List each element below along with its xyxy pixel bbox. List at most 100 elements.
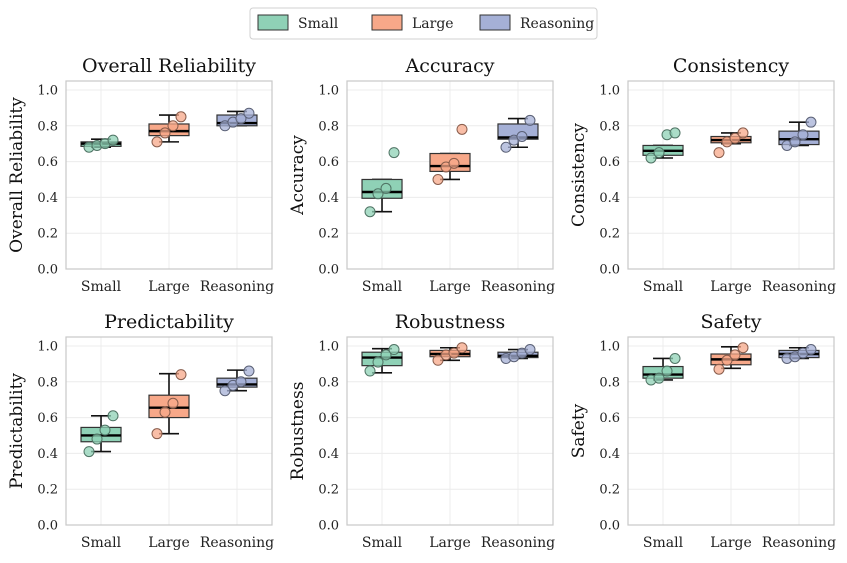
data-point	[797, 129, 809, 141]
legend-swatch	[371, 14, 403, 31]
data-point	[219, 385, 231, 397]
legend-swatch	[257, 14, 289, 31]
box-large	[710, 127, 752, 159]
legend-label: Small	[298, 16, 339, 32]
data-point	[99, 424, 111, 436]
y-tick-label: 0.6	[318, 155, 339, 170]
data-point	[669, 127, 681, 139]
plot-frame	[65, 80, 273, 270]
panel-accuracy: Accuracy Accuracy 0.0 0.2 0.4 0.6 0.8 1.0 Small L…	[288, 55, 555, 295]
data-point	[107, 410, 119, 422]
x-tick-label: Reasoning	[200, 535, 274, 551]
x-tick-label: Reasoning	[481, 279, 555, 295]
legend: Small Large Reasoning	[249, 7, 598, 40]
plot-frame	[65, 336, 273, 526]
panel-title: Safety	[701, 311, 762, 333]
data-point	[729, 132, 741, 144]
plot-frame	[346, 336, 554, 526]
y-tick-label: 0.2	[599, 483, 620, 498]
y-tick-label: 0.4	[599, 447, 620, 462]
data-point	[456, 123, 468, 135]
data-point	[107, 134, 119, 146]
plot-frame	[346, 80, 554, 270]
y-axis-label: Safety	[569, 403, 589, 458]
data-point	[645, 152, 657, 164]
x-tick-label: Small	[81, 279, 122, 295]
data-point	[364, 206, 376, 218]
y-tick-label: 1.0	[599, 339, 620, 354]
data-point	[432, 354, 444, 366]
data-point	[456, 342, 468, 354]
data-point	[380, 349, 392, 361]
x-tick-label: Large	[710, 279, 752, 295]
x-tick-label: Reasoning	[762, 279, 836, 295]
data-point	[83, 446, 95, 458]
box-small	[642, 127, 684, 164]
legend-item-large: Large	[371, 14, 454, 32]
y-axis-label: Overall Reliability	[7, 97, 27, 253]
y-tick-label: 1.0	[37, 339, 58, 354]
panel-title: Accuracy	[404, 55, 494, 77]
box-small	[80, 134, 122, 153]
data-point	[388, 344, 400, 356]
data-point	[175, 369, 187, 381]
data-point	[159, 406, 171, 418]
legend-swatch	[479, 14, 511, 31]
y-axis-label: Predictability	[7, 373, 27, 489]
box-small	[361, 147, 403, 218]
y-tick-label: 0.4	[37, 447, 58, 462]
y-tick-label: 0.2	[37, 227, 58, 242]
data-point	[805, 344, 817, 356]
panel-title: Consistency	[673, 55, 790, 77]
panel-title: Robustness	[395, 311, 506, 333]
data-point	[372, 356, 384, 368]
data-point	[235, 376, 247, 388]
y-tick-label: 0.8	[318, 375, 339, 390]
data-point	[159, 127, 171, 139]
y-tick-label: 0.6	[599, 155, 620, 170]
data-point	[721, 354, 733, 366]
y-tick-label: 0.0	[37, 519, 58, 534]
panel-predictability: Predictability Predictability 0.0 0.2 0.4 0.6…	[7, 311, 274, 551]
box-small	[80, 410, 122, 458]
y-tick-label: 1.0	[37, 83, 58, 98]
y-tick-label: 1.0	[318, 339, 339, 354]
y-axis-label: Consistency	[569, 123, 589, 227]
panel-overall-reliability: Overall Reliability Overall Reliability 0.…	[7, 55, 274, 295]
box-large	[429, 342, 471, 366]
data-point	[737, 342, 749, 354]
data-point	[661, 365, 673, 377]
data-point	[737, 127, 749, 139]
x-tick-label: Large	[148, 535, 190, 551]
data-point	[151, 428, 163, 440]
data-point	[713, 363, 725, 375]
data-point	[364, 365, 376, 377]
x-tick-label: Small	[643, 535, 684, 551]
legend-item-small: Small	[257, 14, 339, 32]
y-tick-label: 0.2	[318, 483, 339, 498]
data-point	[167, 397, 179, 409]
box-reasoning	[216, 107, 258, 132]
box-large	[148, 369, 190, 440]
y-tick-label: 0.4	[37, 191, 58, 206]
x-tick-label: Small	[643, 279, 684, 295]
panel-safety: Safety Safety 0.0 0.2 0.4 0.6 0.8 1.0 Small Large…	[569, 311, 836, 551]
data-point	[448, 157, 460, 169]
y-tick-label: 0.4	[318, 191, 339, 206]
data-point	[151, 136, 163, 148]
y-tick-label: 0.2	[318, 227, 339, 242]
box-large	[710, 342, 752, 375]
y-axis-label: Accuracy	[288, 135, 308, 216]
y-tick-label: 0.0	[318, 519, 339, 534]
y-tick-label: 1.0	[318, 83, 339, 98]
box-large	[429, 123, 471, 185]
y-tick-label: 0.8	[318, 119, 339, 134]
data-point	[388, 147, 400, 159]
box-reasoning	[778, 116, 820, 151]
data-point	[243, 107, 255, 119]
y-tick-label: 0.8	[37, 119, 58, 134]
data-point	[448, 347, 460, 359]
y-tick-label: 0.4	[599, 191, 620, 206]
data-point	[653, 147, 665, 159]
